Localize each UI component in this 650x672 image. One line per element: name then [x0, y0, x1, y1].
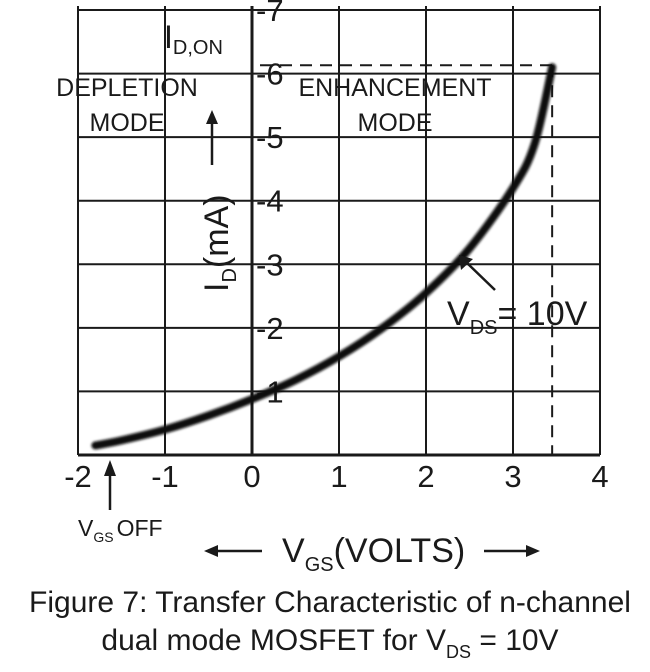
- x-tick-label: 3: [504, 459, 521, 494]
- enhancement-mode-label-line1: ENHANCEMENT: [298, 74, 491, 102]
- y-tick-label: -5: [256, 120, 284, 155]
- x-tick-label: 0: [243, 459, 260, 494]
- x-tick-label: -2: [64, 459, 92, 494]
- y-axis-up-arrow: [206, 110, 218, 165]
- x-tick-label: -1: [151, 459, 179, 494]
- id-on-label: ID,ON: [164, 19, 223, 59]
- figure-caption-line2: dual mode MOSFET for VDS = 10V: [101, 624, 558, 662]
- y-tick-label: -3: [256, 247, 284, 282]
- depletion-mode-label-line1: DEPLETION: [56, 74, 198, 102]
- depletion-mode-label-line2: MODE: [90, 109, 165, 137]
- x-tick-label: 2: [417, 459, 434, 494]
- y-tick-label: -6: [256, 57, 284, 92]
- y-tick-label: -7: [256, 0, 284, 28]
- y-axis-label: ID(mA): [198, 194, 241, 292]
- vds-arrow: [459, 255, 496, 291]
- x-axis-left-arrow: [204, 545, 262, 557]
- x-axis-label: VGS(VOLTS): [282, 532, 465, 576]
- vgs-off-label: VGS OFF: [78, 515, 163, 545]
- axes: [78, 6, 600, 457]
- figure-caption-line1: Figure 7: Transfer Characteristic of n-c…: [29, 586, 631, 619]
- curves: [91, 63, 557, 455]
- x-axis-right-arrow: [484, 545, 540, 557]
- svg-text:ID(mA): ID(mA): [198, 194, 241, 292]
- vds-annotation: VDS= 10V: [447, 295, 588, 339]
- grid: [77, 6, 601, 455]
- series-line-0: [91, 63, 557, 450]
- enhancement-mode-label-line2: MODE: [358, 109, 433, 137]
- y-tick-label: -4: [256, 184, 284, 219]
- x-tick-label: 1: [330, 459, 347, 494]
- vgs-off-arrow: [104, 460, 116, 510]
- y-tick-label: -2: [256, 311, 284, 346]
- tick-labels: -2 -1 0 1 2 3 4-1-2-3-4-5-6-7: [64, 0, 608, 494]
- x-tick-label: 4: [591, 459, 608, 494]
